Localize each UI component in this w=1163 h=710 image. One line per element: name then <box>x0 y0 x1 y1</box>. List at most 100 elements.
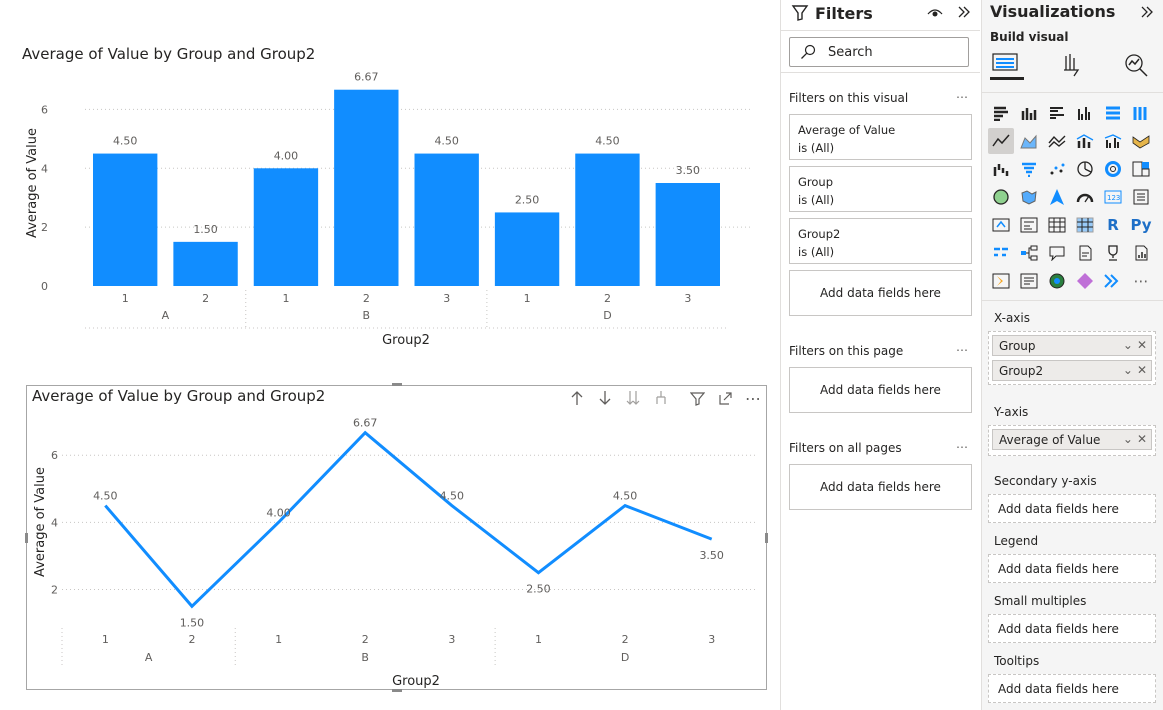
x-tick-label: 2 <box>604 292 611 305</box>
y-axis-field-pill[interactable]: Average of Value ⌄ ✕ <box>992 429 1152 450</box>
arcgis-map-icon[interactable] <box>1044 268 1070 294</box>
filters-all-pages-add-fields[interactable]: Add data fields here <box>789 464 972 510</box>
resize-handle-left[interactable] <box>25 533 28 543</box>
format-visual-tab-icon[interactable] <box>1058 52 1086 82</box>
x-tick-label: 2 <box>202 292 209 305</box>
line-chart-icon[interactable] <box>988 128 1014 154</box>
x-axis-field-pill[interactable]: Group2 ⌄ ✕ <box>992 360 1152 381</box>
data-label: 4.50 <box>613 490 638 503</box>
small-multiples-add-fields[interactable]: Add data fields here <box>998 622 1119 636</box>
filled-map-icon[interactable] <box>1016 184 1042 210</box>
funnel-chart-icon[interactable] <box>1016 156 1042 182</box>
tooltips-add-fields[interactable]: Add data fields here <box>998 682 1119 696</box>
more-visuals-button[interactable]: ⋯ <box>1133 272 1149 290</box>
double-chevron-right-icon[interactable] <box>1140 4 1154 23</box>
bar-chart-visual[interactable]: Average of Value by Group and Group2 0 2 4… <box>0 30 770 360</box>
resize-handle-top[interactable] <box>392 383 402 386</box>
funnel-icon[interactable] <box>686 388 708 408</box>
x-axis-field-pill[interactable]: Group ⌄ ✕ <box>992 335 1152 356</box>
metrics-icon[interactable] <box>1100 240 1126 266</box>
azure-map-icon[interactable] <box>1044 184 1070 210</box>
power-apps-icon[interactable] <box>1016 268 1042 294</box>
line-and-clustered-column-chart-icon[interactable] <box>1100 128 1126 154</box>
chevron-down-icon[interactable]: ⌄ <box>1122 338 1133 352</box>
filters-search-input[interactable]: Search <box>789 37 969 67</box>
clustered-column-chart-icon[interactable] <box>1072 100 1098 126</box>
pie-chart-icon[interactable] <box>1072 156 1098 182</box>
secondary-y-axis-add-fields[interactable]: Add data fields here <box>998 502 1119 516</box>
focus-mode-icon[interactable] <box>714 388 736 408</box>
filters-all-pages-more[interactable]: ⋯ <box>956 440 969 454</box>
ribbon-chart-icon[interactable] <box>1128 128 1154 154</box>
data-label: 4.00 <box>266 506 291 519</box>
slicer-icon[interactable] <box>1016 212 1042 238</box>
100-stacked-column-chart-icon[interactable] <box>1128 100 1154 126</box>
fork-down-icon[interactable] <box>650 388 672 408</box>
power-automate-icon[interactable] <box>988 268 1014 294</box>
scatter-chart-icon[interactable] <box>1044 156 1070 182</box>
power-apps-diamond-icon[interactable] <box>1072 268 1098 294</box>
100-stacked-bar-chart-icon[interactable] <box>1100 100 1126 126</box>
waterfall-chart-icon[interactable] <box>988 156 1014 182</box>
key-influencers-icon[interactable] <box>988 240 1014 266</box>
stacked-bar-chart-icon[interactable] <box>988 100 1014 126</box>
gauge-icon[interactable] <box>1072 184 1098 210</box>
y-tick-label: 0 <box>41 280 48 293</box>
python-visual-icon[interactable]: Py <box>1130 216 1152 234</box>
tooltips-well[interactable]: Add data fields here <box>988 674 1156 703</box>
double-arrow-down-icon[interactable] <box>622 388 644 408</box>
close-icon[interactable]: ✕ <box>1136 432 1147 446</box>
filter-card-average-of-value[interactable]: Average of Value is (All) <box>789 114 972 160</box>
card-icon[interactable]: 123 <box>1100 184 1126 210</box>
filter-card-group[interactable]: Group is (All) <box>789 166 972 212</box>
filters-on-visual-more[interactable]: ⋯ <box>956 90 969 104</box>
clustered-bar-chart-icon[interactable] <box>1044 100 1070 126</box>
secondary-y-axis-well[interactable]: Add data fields here <box>988 494 1156 523</box>
double-chevron-right-icon[interactable] <box>957 4 971 23</box>
filters-on-page-add-fields[interactable]: Add data fields here <box>789 367 972 413</box>
q-and-a-icon[interactable] <box>1044 240 1070 266</box>
stacked-area-chart-icon[interactable] <box>1044 128 1070 154</box>
resize-handle-right[interactable] <box>765 533 768 543</box>
y-axis-well[interactable]: Average of Value ⌄ ✕ <box>988 425 1156 456</box>
matrix-icon[interactable] <box>1072 212 1098 238</box>
chevron-down-icon[interactable]: ⌄ <box>1122 363 1133 377</box>
line-chart-visual[interactable]: Average of Value by Group and Group2 2 4 6… <box>26 385 767 690</box>
analytics-tab-icon[interactable] <box>1122 52 1150 82</box>
x-axis-well[interactable]: Group ⌄ ✕ Group2 ⌄ ✕ <box>988 331 1156 385</box>
filters-on-page-more[interactable]: ⋯ <box>956 343 969 357</box>
filters-all-pages-label: Filters on all pages <box>789 441 902 455</box>
chevron-down-icon[interactable]: ⌄ <box>1122 432 1133 446</box>
search-placeholder: Search <box>828 44 873 60</box>
more-options-button[interactable]: ⋯ <box>745 388 761 408</box>
filters-on-visual-add-fields[interactable]: Add data fields here <box>789 270 972 316</box>
decomposition-tree-icon[interactable] <box>1016 240 1042 266</box>
small-multiples-well[interactable]: Add data fields here <box>988 614 1156 643</box>
treemap-icon[interactable] <box>1128 156 1154 182</box>
smart-narrative-icon[interactable] <box>1072 240 1098 266</box>
line-and-stacked-column-chart-icon[interactable] <box>1072 128 1098 154</box>
arrow-up-icon[interactable] <box>566 388 588 408</box>
legend-well[interactable]: Add data fields here <box>988 554 1156 583</box>
map-icon[interactable] <box>988 184 1014 210</box>
x-tick-label: 3 <box>684 292 691 305</box>
r-script-visual-icon[interactable]: R <box>1107 216 1119 234</box>
bar-chart-title: Average of Value by Group and Group2 <box>22 45 316 63</box>
eye-icon[interactable] <box>927 5 943 24</box>
table-icon[interactable] <box>1044 212 1070 238</box>
close-icon[interactable]: ✕ <box>1136 338 1147 352</box>
kpi-icon[interactable] <box>988 212 1014 238</box>
legend-add-fields[interactable]: Add data fields here <box>998 562 1119 576</box>
multi-row-card-icon[interactable] <box>1128 184 1154 210</box>
donut-chart-icon[interactable] <box>1100 156 1126 182</box>
power-automate-arrows-icon[interactable] <box>1100 268 1126 294</box>
resize-handle-bottom[interactable] <box>392 689 402 692</box>
arrow-down-icon[interactable] <box>594 388 616 408</box>
close-icon[interactable]: ✕ <box>1136 363 1147 377</box>
build-visual-tab-icon[interactable] <box>990 50 1024 80</box>
data-label: 4.50 <box>434 135 459 148</box>
paginated-report-icon[interactable] <box>1128 240 1154 266</box>
filter-card-group2[interactable]: Group2 is (All) <box>789 218 972 264</box>
area-chart-icon[interactable] <box>1016 128 1042 154</box>
stacked-column-chart-icon[interactable] <box>1016 100 1042 126</box>
